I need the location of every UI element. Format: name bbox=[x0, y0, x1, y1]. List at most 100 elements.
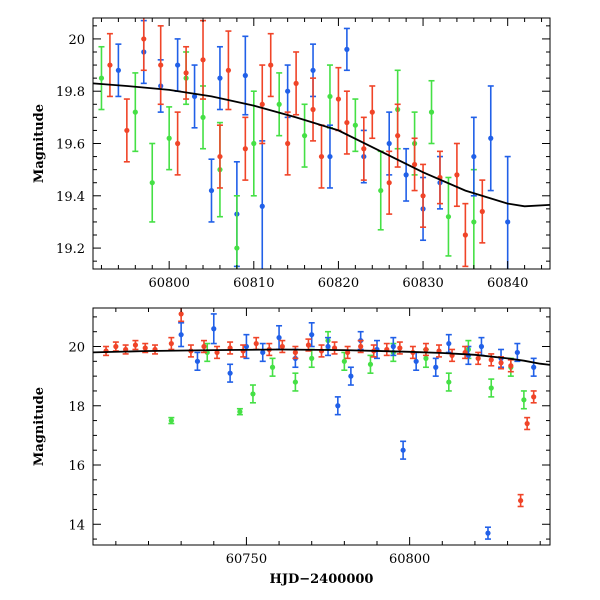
series-1-point-9 bbox=[276, 72, 283, 137]
data-point bbox=[446, 340, 452, 347]
data-point bbox=[251, 140, 257, 147]
data-point bbox=[225, 67, 232, 73]
y-tick-label: 14 bbox=[68, 518, 85, 533]
data-point bbox=[292, 379, 298, 385]
data-point bbox=[191, 93, 198, 100]
x-tick-label: 60830 bbox=[402, 276, 443, 291]
data-point bbox=[301, 133, 308, 139]
x-tick-label: 60810 bbox=[233, 276, 274, 291]
series-0-point-13 bbox=[343, 27, 350, 72]
data-point bbox=[305, 342, 312, 348]
data-point bbox=[325, 343, 331, 350]
data-point bbox=[475, 355, 481, 361]
data-point bbox=[242, 146, 248, 152]
series-2-point-15 bbox=[279, 339, 286, 354]
data-point bbox=[208, 187, 215, 194]
bottom-panel-light-curve-full: 60750 60800 14 16 18 20 Magnitude HJD−2400000 bbox=[32, 307, 551, 587]
data-point bbox=[107, 62, 113, 68]
series-0-point-3 bbox=[174, 38, 181, 93]
series-0-point-9 bbox=[325, 336, 332, 357]
data-point bbox=[345, 349, 351, 356]
data-point bbox=[531, 394, 537, 400]
data-point bbox=[201, 343, 207, 350]
data-point bbox=[505, 219, 511, 225]
data-point bbox=[367, 361, 374, 367]
top-panel-light-curve-zoom: 60800 60810 60820 60830 60840 19.2 19.4 19.6 19.… bbox=[32, 17, 551, 291]
data-point bbox=[423, 346, 429, 353]
series-2-point-4 bbox=[174, 111, 181, 176]
series-2-point-21 bbox=[394, 103, 401, 168]
x-tick-label: 60820 bbox=[318, 276, 359, 291]
data-point bbox=[175, 62, 181, 68]
data-point bbox=[310, 106, 316, 113]
data-point bbox=[285, 140, 291, 147]
data-point bbox=[395, 133, 401, 139]
series-2-point-10 bbox=[259, 64, 266, 145]
series-2-point-33 bbox=[507, 359, 514, 373]
series-2-point-18 bbox=[318, 344, 325, 358]
data-point bbox=[524, 420, 530, 427]
data-point bbox=[214, 349, 220, 356]
data-point bbox=[211, 326, 217, 332]
series-2-point-8 bbox=[225, 30, 232, 111]
series-1-point-1 bbox=[132, 72, 139, 153]
series-0-point-21 bbox=[484, 526, 491, 540]
plot-area bbox=[93, 18, 550, 269]
series-1-point-2 bbox=[236, 407, 243, 416]
data-point bbox=[309, 355, 315, 361]
series-1-point-10 bbox=[301, 103, 308, 168]
data-point bbox=[413, 358, 419, 364]
series-2-point-2 bbox=[122, 344, 129, 355]
series-1-point-5 bbox=[292, 372, 299, 392]
data-point bbox=[508, 363, 514, 369]
data-point bbox=[132, 342, 139, 348]
data-point bbox=[250, 391, 256, 397]
data-point bbox=[335, 403, 341, 409]
series-1-point-0 bbox=[98, 45, 105, 111]
data-point bbox=[390, 343, 396, 350]
data-point bbox=[158, 62, 164, 68]
series-1-point-3 bbox=[166, 106, 173, 171]
data-point bbox=[498, 360, 504, 366]
series-0-point-5 bbox=[208, 158, 215, 223]
x-tick-label: 60840 bbox=[487, 276, 528, 291]
data-point bbox=[344, 46, 350, 52]
series-0-point-0 bbox=[115, 43, 122, 98]
series-2-point-16 bbox=[292, 345, 299, 360]
data-point bbox=[344, 119, 350, 126]
series-1-point-8 bbox=[250, 90, 257, 197]
data-point bbox=[168, 340, 174, 347]
y-tick-label: 20 bbox=[68, 33, 85, 48]
data-point bbox=[428, 109, 435, 115]
series-0-point-9 bbox=[259, 140, 266, 269]
data-point bbox=[531, 364, 537, 370]
data-point bbox=[488, 357, 494, 363]
data-point bbox=[386, 140, 392, 147]
series-1-point-16 bbox=[520, 390, 527, 410]
series-0-point-15 bbox=[400, 440, 407, 460]
data-point bbox=[200, 114, 206, 120]
series-2-point-26 bbox=[422, 342, 429, 357]
data-point bbox=[514, 349, 520, 356]
data-point bbox=[309, 332, 315, 338]
data-point bbox=[175, 140, 181, 147]
data-point bbox=[397, 345, 403, 351]
series-0-point-6 bbox=[216, 45, 223, 111]
y-tick-label: 20 bbox=[68, 341, 85, 356]
y-tick-label: 19.6 bbox=[56, 138, 85, 153]
data-point bbox=[433, 364, 439, 370]
series-2-point-0 bbox=[106, 32, 113, 98]
data-point bbox=[327, 93, 333, 100]
series-2-point-23 bbox=[383, 342, 390, 357]
data-point bbox=[479, 208, 485, 215]
data-point bbox=[242, 72, 248, 79]
series-1-point-1 bbox=[204, 342, 211, 363]
data-point bbox=[178, 311, 184, 317]
series-1-point-0 bbox=[168, 416, 175, 425]
y-tick-label: 19.8 bbox=[56, 85, 85, 100]
series-0-point-20 bbox=[487, 85, 494, 192]
y-tick-label: 19.4 bbox=[56, 190, 85, 205]
series-2-point-36 bbox=[530, 390, 537, 404]
plot-frame bbox=[92, 307, 551, 546]
